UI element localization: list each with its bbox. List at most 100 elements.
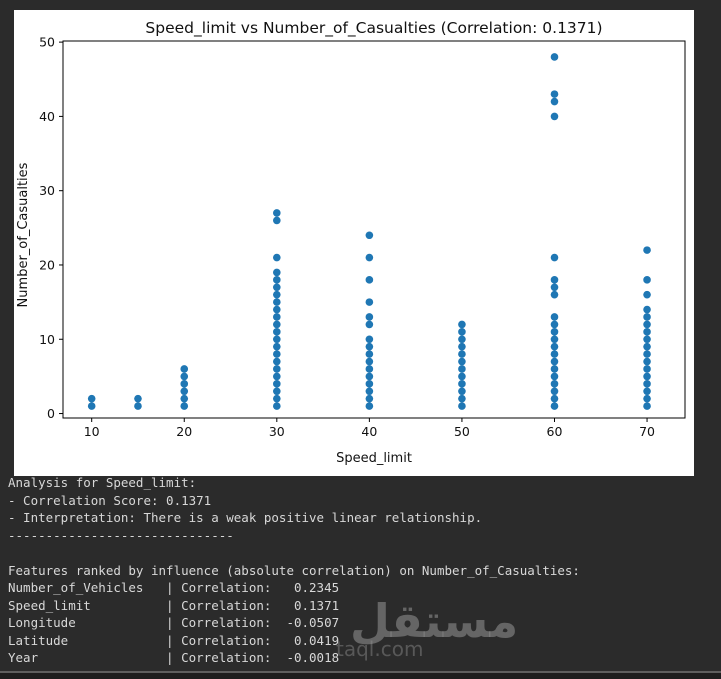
data-point xyxy=(365,357,374,366)
data-point xyxy=(643,320,651,329)
data-point xyxy=(365,380,374,388)
data-point xyxy=(273,394,281,403)
data-point xyxy=(550,372,559,381)
data-point xyxy=(550,53,559,61)
data-point xyxy=(365,231,374,240)
data-point xyxy=(458,342,466,351)
data-point xyxy=(550,313,559,321)
data-point xyxy=(458,335,466,344)
chart-title: Speed_limit vs Number_of_Casualties (Cor… xyxy=(145,19,602,38)
terminal-output: Analysis for Speed_limit: - Correlation … xyxy=(8,474,713,667)
x-tick-label: 30 xyxy=(269,424,285,439)
data-point xyxy=(273,320,281,329)
data-point xyxy=(134,394,142,403)
data-point xyxy=(365,365,374,373)
data-point xyxy=(365,387,374,396)
terminal-line-rank-latitude: Latitude | Correlation: 0.0419 xyxy=(8,632,340,648)
data-point xyxy=(643,365,651,373)
terminal-line-blank xyxy=(8,544,713,562)
data-point xyxy=(643,305,651,314)
data-point xyxy=(273,372,281,381)
data-point xyxy=(365,342,374,351)
data-point xyxy=(550,394,559,403)
data-point xyxy=(643,372,651,381)
chart-figure: Speed_limit vs Number_of_Casualties (Cor… xyxy=(14,10,694,476)
data-point xyxy=(365,394,374,403)
y-tick-label: 40 xyxy=(39,109,55,124)
terminal-line-rank-longitude: Longitude | Correlation: -0.0507 xyxy=(8,615,340,630)
data-point xyxy=(273,209,281,217)
data-point xyxy=(273,313,281,321)
data-point xyxy=(365,372,374,381)
data-point xyxy=(273,290,281,299)
data-point xyxy=(365,320,374,329)
y-axis-label: Number_of_Casualties xyxy=(16,162,31,307)
data-point xyxy=(458,402,466,410)
x-tick-label: 60 xyxy=(547,424,563,439)
x-tick-label: 20 xyxy=(176,424,192,439)
data-point xyxy=(458,320,466,329)
data-point xyxy=(180,387,189,396)
data-point xyxy=(365,350,374,358)
data-point xyxy=(458,380,466,388)
data-point xyxy=(273,328,281,336)
data-point xyxy=(273,276,281,284)
data-point xyxy=(643,394,651,403)
data-point xyxy=(365,298,374,306)
data-point xyxy=(273,387,281,396)
data-point xyxy=(643,335,651,344)
data-point xyxy=(273,402,281,410)
data-point xyxy=(550,320,559,329)
data-point xyxy=(643,387,651,396)
data-point xyxy=(643,357,651,366)
data-point xyxy=(273,283,281,292)
data-point xyxy=(273,380,281,388)
terminal-line-divider: ------------------------------ xyxy=(8,527,234,543)
x-tick-label: 50 xyxy=(454,424,470,439)
scatter-points xyxy=(87,53,651,410)
data-point xyxy=(550,290,559,299)
data-point xyxy=(643,313,651,321)
data-point xyxy=(458,357,466,366)
data-point xyxy=(458,365,466,373)
data-point xyxy=(273,253,281,262)
axis-ticks: 10 20 30 40 50 60 70 0 10 20 30 40 50 xyxy=(39,35,655,439)
x-axis-label: Speed_limit xyxy=(336,451,412,466)
data-point xyxy=(550,253,559,262)
data-point xyxy=(550,328,559,336)
window-bottom-strip xyxy=(0,673,721,679)
window-bottom-separator xyxy=(0,671,721,673)
terminal-line-rank-speed-limit: Speed_limit | Correlation: 0.1371 xyxy=(8,597,340,613)
data-point xyxy=(643,350,651,358)
data-point xyxy=(458,328,466,336)
terminal-line-rank-vehicles: Number_of_Vehicles | Correlation: 0.2345 xyxy=(8,580,340,595)
data-point xyxy=(550,335,559,344)
data-point xyxy=(365,253,374,262)
y-tick-label: 0 xyxy=(47,406,55,421)
data-point xyxy=(273,298,281,306)
y-tick-label: 20 xyxy=(39,257,55,272)
data-point xyxy=(643,290,651,299)
y-tick-label: 50 xyxy=(39,35,55,50)
data-point xyxy=(550,283,559,292)
data-point xyxy=(365,276,374,284)
data-point xyxy=(550,357,559,366)
terminal-line-analysis-header: Analysis for Speed_limit: xyxy=(8,475,197,490)
data-point xyxy=(550,276,559,284)
data-point xyxy=(643,246,651,254)
data-point xyxy=(458,372,466,381)
terminal-line-rank-year: Year | Correlation: -0.0018 xyxy=(8,650,340,665)
data-point xyxy=(273,357,281,366)
terminal-line-correlation-score: - Correlation Score: 0.1371 xyxy=(8,492,212,508)
data-point xyxy=(134,402,142,410)
data-point xyxy=(273,350,281,358)
data-point xyxy=(180,402,189,410)
data-point xyxy=(273,305,281,314)
data-point xyxy=(180,365,189,373)
data-point xyxy=(550,387,559,396)
data-point xyxy=(643,276,651,284)
x-tick-label: 70 xyxy=(639,424,655,439)
data-point xyxy=(180,380,189,388)
data-point xyxy=(180,394,189,403)
